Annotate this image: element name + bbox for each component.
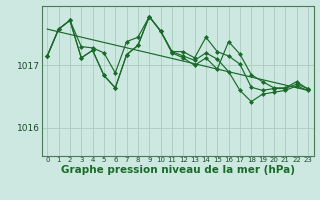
- X-axis label: Graphe pression niveau de la mer (hPa): Graphe pression niveau de la mer (hPa): [60, 165, 295, 175]
